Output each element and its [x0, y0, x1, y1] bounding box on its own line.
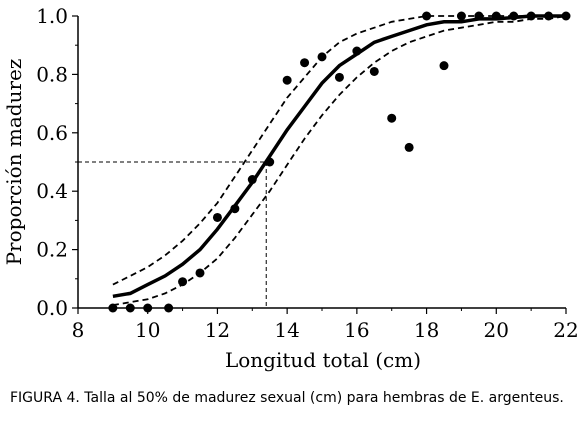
data-point-4: [178, 277, 188, 287]
data-point-14: [352, 46, 362, 56]
fit-curve: [112, 14, 566, 299]
maturity-chart: 8 10 12 14 16 18 20 22 0.0 0.2 0.4 0.6 0.8 1.0 Longit…: [2, 4, 578, 372]
y-tick-label-3: 0.6: [36, 121, 68, 145]
y-tick-label-0: 0.0: [36, 296, 68, 320]
data-point-21: [474, 11, 484, 21]
y-tick-label-2: 0.4: [36, 179, 68, 203]
figure-caption: FIGURA 4. Talla al 50% de madurez sexual…: [10, 390, 564, 406]
x-tick-label-4: 16: [344, 318, 369, 342]
data-point-17: [404, 142, 414, 152]
x-tick-label-0: 8: [72, 318, 85, 342]
y-tick-label-5: 1.0: [36, 4, 68, 28]
data-point-9: [265, 157, 275, 167]
data-point-6: [212, 212, 222, 222]
data-point-22: [491, 11, 501, 21]
data-point-8: [247, 175, 257, 185]
y-tick-label-1: 0.2: [36, 238, 68, 262]
data-point-0: [108, 303, 118, 313]
y-tick-label-4: 0.8: [36, 62, 68, 86]
x-tick-label-5: 18: [414, 318, 439, 342]
data-point-23: [509, 11, 519, 21]
data-point-19: [439, 61, 449, 71]
data-point-26: [561, 11, 571, 21]
data-point-11: [300, 58, 310, 68]
data-point-18: [422, 11, 432, 21]
plot-area: 8 10 12 14 16 18 20 22 0.0 0.2 0.4 0.6 0.8 1.0: [36, 4, 578, 342]
data-point-12: [317, 52, 327, 62]
data-point-2: [143, 303, 153, 313]
x-tick-label-3: 14: [274, 318, 299, 342]
data-point-5: [195, 268, 205, 278]
x-tick-label-1: 10: [135, 318, 160, 342]
x-tick-label-7: 22: [553, 318, 578, 342]
data-point-25: [544, 11, 554, 21]
x-tick-label-2: 12: [205, 318, 230, 342]
data-point-13: [334, 72, 344, 82]
data-point-20: [456, 11, 466, 21]
x-tick-label-6: 20: [484, 318, 509, 342]
data-point-1: [125, 303, 135, 313]
x-axis-label: Longitud total (cm): [225, 348, 421, 372]
data-point-3: [164, 303, 174, 313]
data-point-24: [526, 11, 536, 21]
data-point-10: [282, 75, 292, 85]
data-point-16: [387, 113, 397, 123]
y-axis-label: Proporción madurez: [2, 59, 26, 266]
data-point-7: [230, 204, 240, 214]
data-point-15: [369, 66, 379, 76]
lower-ci-curve: [112, 15, 567, 306]
upper-ci-curve: [112, 15, 566, 286]
